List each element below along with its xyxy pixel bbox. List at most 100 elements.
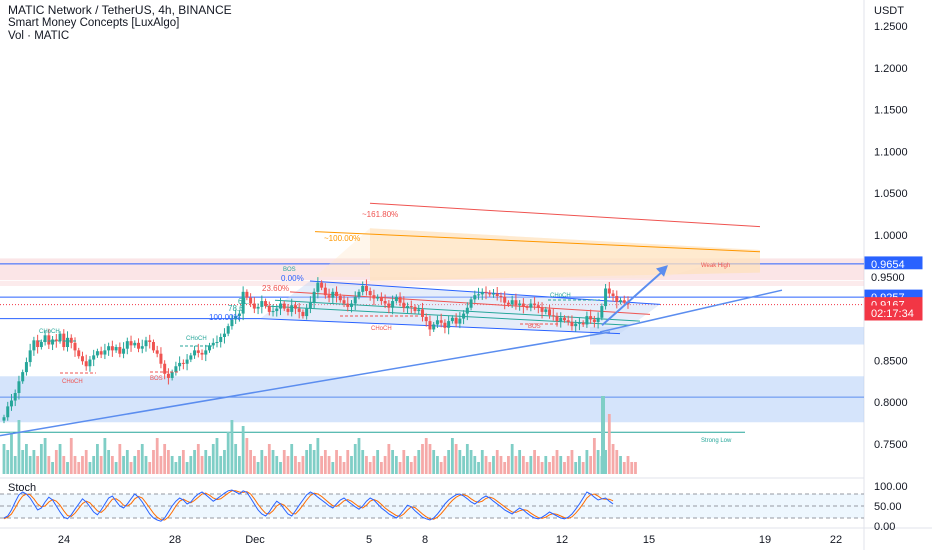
time-tick-label: 15 [643,534,655,546]
volume-bar [443,456,447,474]
volume-bar [181,450,185,474]
volume-bar [54,450,58,474]
stoch-tick-label: 0.00 [874,521,895,533]
volume-bar [335,450,338,474]
candle-body [454,317,458,324]
volume-bar [39,444,43,474]
candle-body [47,335,51,345]
volume-bar [96,444,99,474]
volume-bar [391,450,394,474]
volume-bar [245,438,249,474]
candle-body [574,323,578,327]
volume-bar [264,456,267,474]
volume-bar [518,450,522,474]
bearish-ob-zone-2 [0,280,864,286]
candle-body [506,302,510,305]
candle-body [589,316,593,320]
indicator-label[interactable]: Smart Money Concepts [LuxAlgo] [8,17,180,29]
fib-618-label: 61. [238,297,249,306]
candle-body [290,305,294,312]
candle-body [357,291,361,297]
volume-bar [185,462,189,474]
projection-line [599,289,783,333]
stoch-label[interactable]: Stoch [8,482,37,494]
symbol-title[interactable]: MATIC Network / TetherUS, 4h, BINANCE [8,3,232,17]
price-tick-label: 1.0000 [874,230,908,242]
volume-bar [163,444,167,474]
candle-body [409,306,413,308]
volume-bar [484,456,488,474]
price-tag[interactable]: 0.9500 [864,269,923,285]
candle-body [551,315,555,317]
volume-bar [342,462,346,474]
candle-body [484,291,488,293]
candle-body [402,302,406,308]
volume-bar [574,462,578,474]
candle-body [544,309,548,312]
candle-body [447,321,451,328]
candle-body [178,362,182,367]
volume-bar [66,462,69,474]
volume-bar [294,456,297,474]
volume-bar [301,456,305,474]
candle-body [32,340,36,351]
candle-body [129,341,133,346]
candle-body [293,305,297,309]
price-tag[interactable]: 02:17:34 [864,305,923,321]
candle-body [376,296,380,299]
price-tag-label: 0.9500 [871,272,905,284]
volume-bar [77,462,81,474]
candle-body [604,288,608,307]
ascending-trendline [0,331,611,437]
volume-bar [73,456,77,474]
volume-bar [615,450,619,474]
volume-bar [465,444,469,474]
volume-bar [592,438,596,474]
volume-bar [424,438,428,474]
candle-body [495,293,499,297]
candle-body [353,296,357,304]
volume-bar [230,420,234,474]
strong-low-label: Strong Low [701,438,732,444]
price-tag-bg [864,305,923,321]
volume-bar [589,456,593,474]
candle-body [58,333,62,342]
candle-body [260,301,264,307]
candle-body [264,301,268,307]
volume-bar [548,462,551,474]
candle-body [398,296,402,303]
volume-bar [275,456,279,474]
volume-bar [544,456,548,474]
volume-bar [570,450,574,474]
volume-bar [492,456,495,474]
volume-bar [144,456,148,474]
volume-bar [107,450,111,474]
volume-bar [585,450,589,474]
candle-body [166,373,170,378]
candle-body [331,291,335,298]
volume-bar [13,456,17,474]
candle-body [185,359,189,364]
volume-bar [559,456,563,474]
candle-body [54,339,58,342]
volume-bar [357,438,361,474]
volume-bar [279,462,282,474]
candle-body [271,311,275,313]
volume-bar [507,456,510,474]
volume-bar [47,456,51,474]
price-tag[interactable]: 0.9654 [864,256,923,272]
candle-body [237,313,241,317]
candle-body [465,307,469,314]
candle-body [611,293,615,297]
weak-high-label: Weak High [701,263,730,269]
candle-body [503,296,507,303]
volume-bar [525,462,529,474]
volume-bar [529,456,533,474]
price-tick-label: 0.8000 [874,397,908,409]
volume-bar [368,462,372,474]
volume-bar [174,462,178,474]
candle-body [13,393,17,401]
candle-body [196,350,200,353]
volume-label[interactable]: Vol · MATIC [8,30,70,42]
